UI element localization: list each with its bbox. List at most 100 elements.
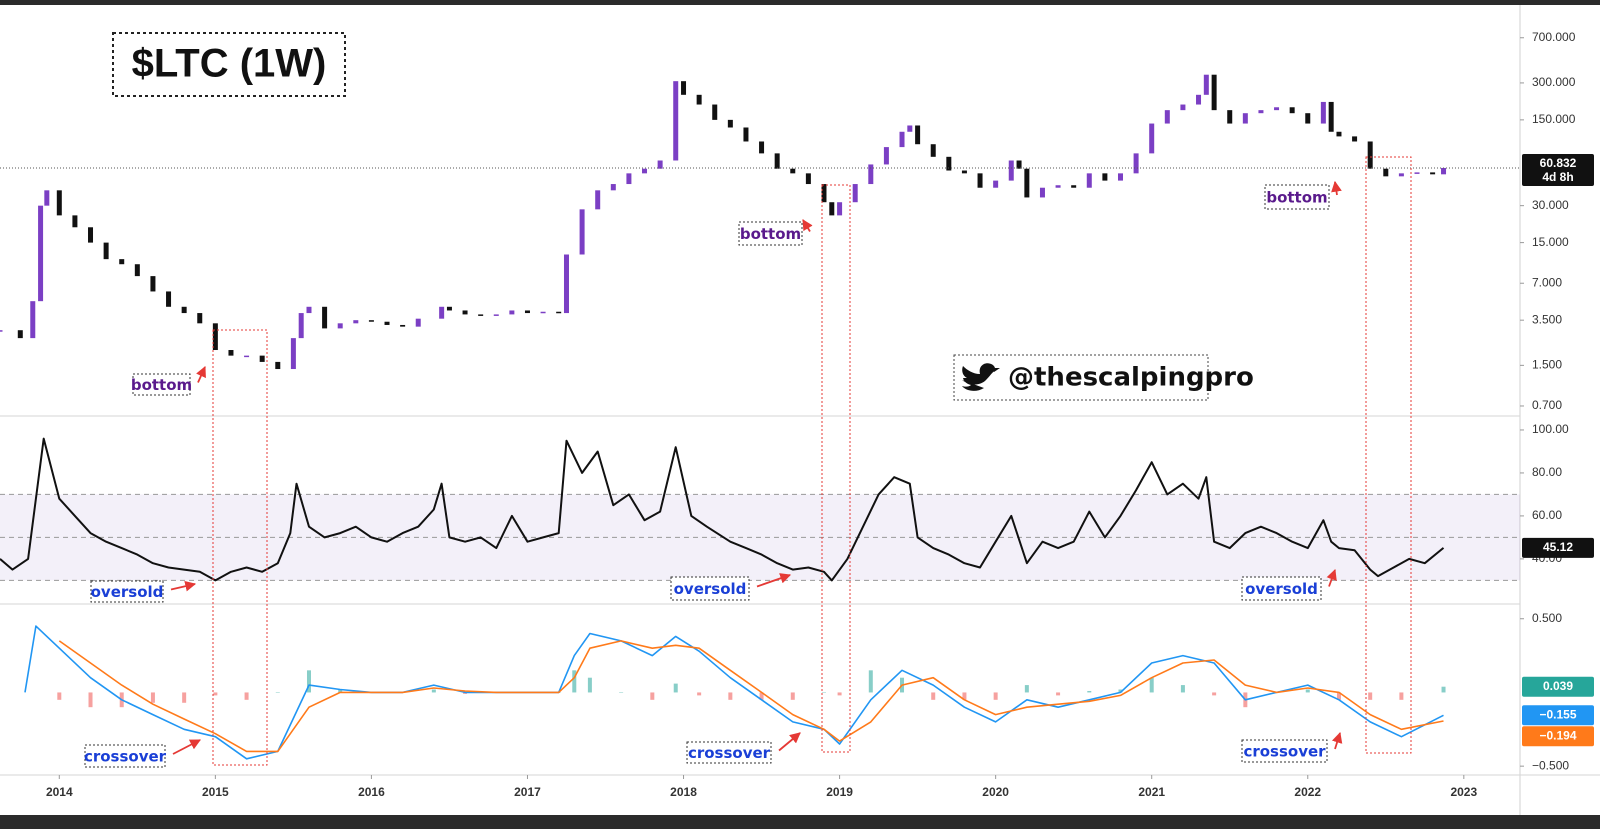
candle	[821, 184, 827, 203]
last-price-label-box	[1522, 153, 1594, 186]
candle	[1430, 172, 1436, 175]
candle	[1055, 185, 1061, 188]
histogram-bar	[182, 692, 187, 703]
annotation-arrow	[802, 219, 813, 232]
highlight-zone	[212, 329, 268, 766]
candle	[1328, 101, 1334, 132]
histogram-bar	[306, 670, 311, 693]
candle	[657, 160, 663, 169]
candle	[1258, 110, 1264, 114]
histogram-bar	[338, 689, 343, 693]
candle	[322, 306, 328, 329]
macd-line	[58, 640, 1444, 753]
x-tick-label: 2021	[1138, 785, 1165, 799]
highlight-zone	[821, 184, 851, 753]
macd-last-label: −0.155	[1539, 707, 1576, 721]
twitter-icon	[962, 363, 1000, 391]
macd-last-label-box	[1522, 726, 1594, 747]
histogram-bar	[759, 692, 764, 700]
y-tick-label: 7.000	[1532, 275, 1562, 289]
annotation-arrow	[170, 580, 197, 592]
candle	[774, 153, 780, 169]
histogram-bar	[1305, 689, 1310, 693]
macd-last-label: −0.194	[1539, 728, 1576, 742]
candle	[228, 350, 234, 356]
candle	[790, 168, 796, 174]
candle	[1305, 113, 1311, 124]
candle	[907, 125, 913, 132]
histogram-bar	[431, 689, 436, 693]
candle	[642, 168, 648, 174]
candle	[439, 306, 445, 319]
x-tick-label: 2019	[826, 785, 853, 799]
candle	[712, 104, 718, 120]
candle	[993, 180, 999, 188]
x-tick-label: 2015	[202, 785, 229, 799]
y-tick-label: 100.00	[1532, 422, 1569, 436]
annotation-box	[90, 580, 164, 603]
histogram-bar	[1149, 677, 1154, 693]
candle	[1133, 153, 1139, 174]
annotation: bottom	[131, 376, 192, 394]
candle	[1367, 141, 1373, 169]
histogram-bar	[1441, 686, 1446, 693]
candle	[540, 311, 546, 314]
candle	[446, 306, 452, 311]
y-tick-label: 300.000	[1532, 75, 1576, 89]
candle	[1071, 185, 1077, 188]
candle	[1016, 160, 1022, 169]
annotation-arrow	[1331, 180, 1342, 196]
y-tick-label: 80.00	[1532, 465, 1562, 479]
annotation-arrow	[1331, 731, 1343, 750]
candle	[681, 81, 687, 95]
rsi-line	[0, 437, 1445, 582]
candle	[1008, 160, 1014, 181]
annotation-box	[670, 576, 750, 601]
candle	[524, 310, 530, 314]
histogram-last-label: 0.039	[1543, 679, 1573, 693]
y-tick-label: 1.500	[1532, 358, 1562, 372]
candle	[72, 215, 78, 228]
annotation: crossover	[84, 748, 167, 766]
watermark: @thescalpingpro	[1008, 363, 1254, 393]
histogram-bar	[57, 692, 62, 700]
candle	[759, 141, 765, 154]
candle	[1274, 107, 1280, 111]
candle	[56, 190, 62, 216]
candle	[837, 202, 843, 216]
candle	[961, 170, 967, 174]
candle	[275, 361, 281, 370]
candle	[30, 301, 36, 339]
rsi-last-label-box	[1522, 537, 1594, 558]
y-tick-label: 0.500	[1532, 611, 1562, 625]
candle	[883, 147, 889, 165]
histogram-bar	[1118, 689, 1123, 693]
annotation-box	[1264, 184, 1330, 210]
annotation: oversold	[674, 580, 747, 598]
annotation-box	[132, 373, 191, 396]
x-tick-label: 2016	[358, 785, 385, 799]
x-tick-label: 2023	[1450, 785, 1477, 799]
candle	[610, 184, 616, 191]
histogram-bar	[213, 692, 218, 696]
annotation: crossover	[1243, 743, 1326, 761]
y-tick-label: 30.000	[1532, 198, 1569, 212]
annotation-arrow	[778, 732, 801, 752]
histogram-bar	[650, 692, 655, 700]
annotation-box	[1241, 576, 1322, 601]
candle	[306, 306, 312, 314]
candle	[1242, 113, 1248, 124]
candle	[0, 330, 3, 332]
candle	[1383, 168, 1389, 177]
candle	[1102, 173, 1108, 181]
candle	[743, 127, 749, 142]
candle	[852, 184, 858, 203]
histogram-bar	[150, 692, 155, 703]
candle	[1289, 107, 1295, 114]
annotation: bottom	[1266, 189, 1327, 207]
candle	[1180, 104, 1186, 111]
candle	[493, 314, 499, 316]
candle	[696, 94, 702, 105]
annotation: oversold	[1245, 580, 1318, 598]
